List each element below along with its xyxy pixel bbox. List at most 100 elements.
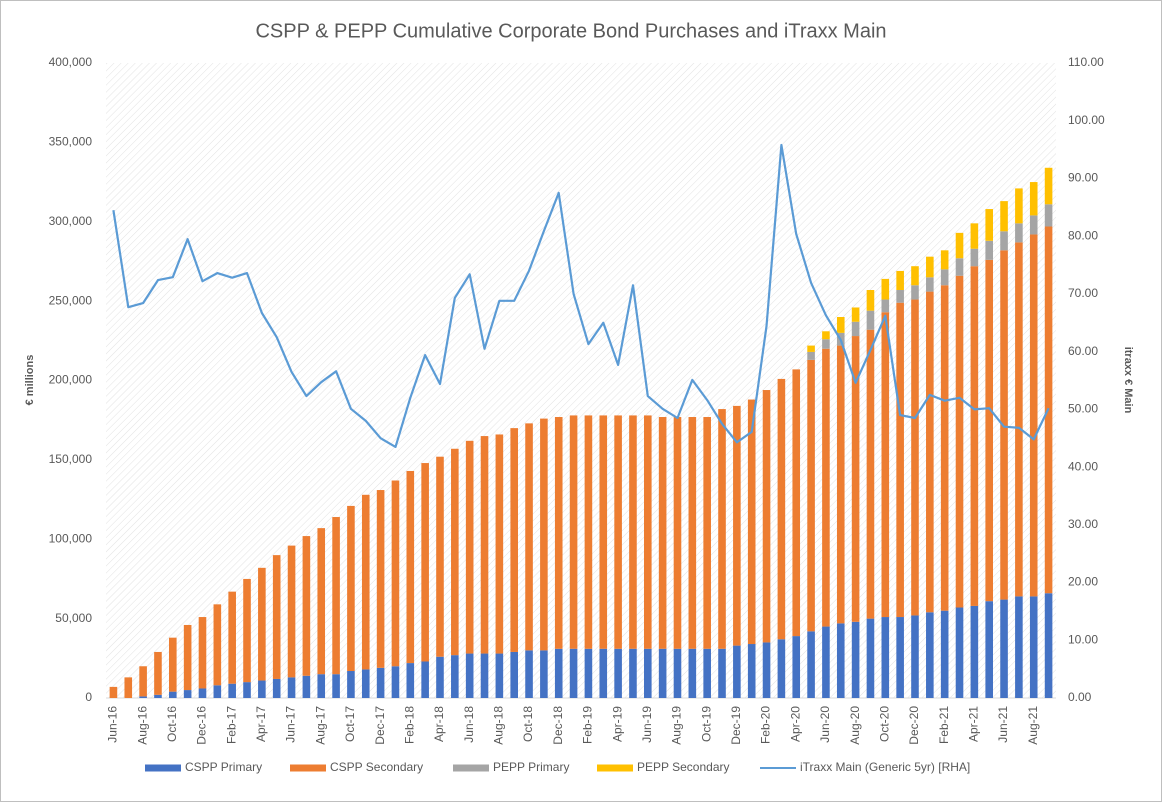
bar <box>658 648 667 698</box>
bar <box>198 617 207 689</box>
bar <box>569 415 578 649</box>
bar <box>614 648 622 698</box>
bar <box>376 490 385 668</box>
bar <box>985 601 994 698</box>
bar <box>896 302 904 618</box>
x-tick-label: Apr-20 <box>788 706 802 742</box>
bar <box>139 696 147 698</box>
bar <box>465 440 474 654</box>
bar <box>836 345 845 624</box>
bar <box>688 417 697 649</box>
bar <box>584 415 593 649</box>
bar <box>540 418 548 651</box>
x-tick-label: Dec-17 <box>373 706 387 745</box>
bar <box>287 677 296 698</box>
line <box>112 143 1050 448</box>
bar <box>599 415 608 649</box>
y-tick-label: 350,000 <box>49 135 93 149</box>
bar <box>807 631 815 698</box>
y-tick-label: 400,000 <box>49 55 93 69</box>
x-tick-label: Oct-20 <box>877 706 891 742</box>
bar <box>673 417 682 649</box>
bar <box>361 669 370 698</box>
x-tick-label: Apr-18 <box>432 706 446 742</box>
x-tick-label: Feb-17 <box>224 706 238 744</box>
bar <box>243 682 251 698</box>
bar <box>228 683 236 698</box>
bar <box>985 209 994 241</box>
bar <box>451 448 459 656</box>
bar <box>836 623 845 698</box>
bar <box>866 618 875 698</box>
legend-label: CSPP Primary <box>185 760 262 774</box>
x-tick-label: Feb-19 <box>581 706 595 744</box>
bar <box>154 694 162 698</box>
bar <box>1029 182 1038 216</box>
x-tick-label: Feb-21 <box>937 706 951 744</box>
bar <box>777 378 786 640</box>
bar <box>896 290 904 303</box>
bar <box>718 648 726 698</box>
bar <box>911 615 919 698</box>
bar <box>287 545 296 678</box>
bar <box>213 685 222 698</box>
legend-label: PEPP Secondary <box>637 760 730 774</box>
bar <box>302 536 311 676</box>
bar <box>940 285 949 611</box>
bar <box>451 655 459 698</box>
x-tick-label: Aug-17 <box>313 706 327 745</box>
bar <box>1000 231 1008 251</box>
bar <box>955 275 964 608</box>
bar <box>777 639 786 698</box>
bar <box>911 266 919 286</box>
bar <box>896 617 904 698</box>
bar <box>421 661 429 698</box>
bar <box>525 423 533 651</box>
bar <box>584 648 593 698</box>
bar <box>926 291 934 613</box>
bar <box>896 270 904 291</box>
bar <box>955 258 964 276</box>
bar <box>822 626 830 698</box>
bar <box>792 636 801 698</box>
y2-tick-label: 50.00 <box>1068 402 1098 416</box>
bar <box>1044 204 1053 227</box>
bar <box>109 686 118 698</box>
x-tick-label: Feb-20 <box>759 706 773 744</box>
y-tick-label: 200,000 <box>49 373 93 387</box>
bar <box>495 434 504 654</box>
bar <box>911 299 919 616</box>
bar <box>347 505 355 672</box>
bar <box>703 417 711 649</box>
legend-swatch <box>290 764 326 772</box>
bar <box>643 648 652 698</box>
bar <box>554 648 563 698</box>
bar <box>926 256 934 278</box>
bar <box>406 470 415 664</box>
chart-title: CSPP & PEPP Cumulative Corporate Bond Pu… <box>255 20 886 42</box>
bar <box>1000 599 1008 698</box>
bar <box>940 250 949 270</box>
bar <box>376 667 385 698</box>
bar <box>391 480 400 667</box>
y2-tick-label: 60.00 <box>1068 344 1098 358</box>
y2-tick-label: 30.00 <box>1068 517 1098 531</box>
bar <box>970 605 979 698</box>
bar <box>881 312 890 618</box>
x-tick-label: Dec-16 <box>195 706 209 745</box>
bar <box>332 517 340 675</box>
legend-swatch <box>453 764 489 772</box>
bar <box>822 331 830 340</box>
bar <box>436 656 444 698</box>
bar <box>836 317 845 333</box>
y-tick-label: 50,000 <box>55 611 92 625</box>
bar <box>525 650 533 698</box>
bar <box>480 653 489 698</box>
bar <box>302 675 311 698</box>
bar <box>168 691 177 698</box>
y-tick-label: 300,000 <box>49 214 93 228</box>
y-tick-label: 250,000 <box>49 293 93 307</box>
x-tick-label: Apr-21 <box>967 706 981 742</box>
bar <box>673 648 682 698</box>
